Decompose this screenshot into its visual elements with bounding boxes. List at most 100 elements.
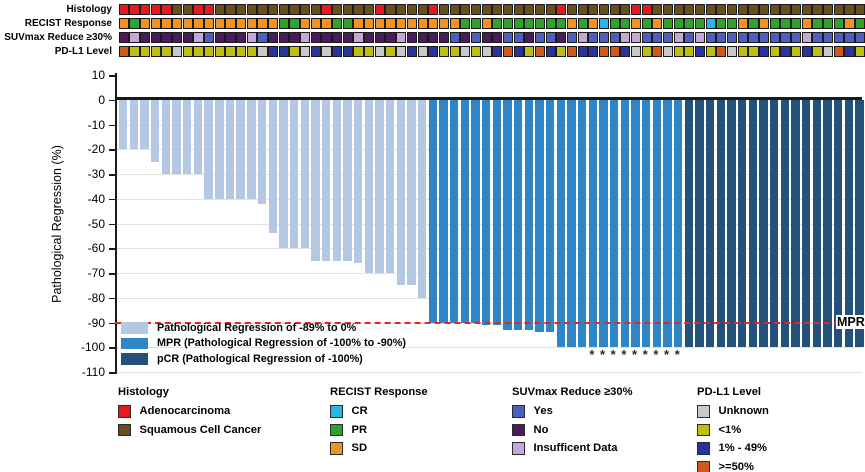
legend-item-label: >=50% — [718, 460, 754, 472]
annotation-square — [204, 46, 215, 57]
annotation-square — [268, 18, 279, 29]
y-tick-label: -70 — [87, 266, 105, 280]
legend-swatch — [121, 353, 148, 365]
annotation-square — [374, 32, 385, 43]
annotation-square — [332, 4, 343, 15]
annotation-square — [673, 32, 684, 43]
y-tick-mark — [109, 322, 115, 324]
annotation-square — [812, 46, 823, 57]
annotation-square — [204, 4, 215, 15]
annotation-square — [193, 46, 204, 57]
legend-item-label: 1% - 49% — [718, 442, 768, 455]
track-label-1: Histology — [66, 4, 112, 15]
annotation-square — [182, 18, 193, 29]
annotation-square — [534, 46, 546, 57]
annotation-square — [321, 32, 332, 43]
bar-pcr — [780, 99, 790, 348]
annotation-square — [332, 46, 343, 57]
y-tick-mark — [109, 149, 115, 151]
annotation-square — [652, 18, 663, 29]
annotation-square — [150, 46, 161, 57]
legend-item-label: CR — [351, 405, 368, 418]
annotation-square — [172, 32, 183, 43]
annotation-square — [855, 46, 865, 57]
y-tick-label: -100 — [80, 340, 105, 355]
annotation-square — [556, 32, 567, 43]
annotation-square — [172, 46, 183, 57]
track-label-3: SUVmax Reduce ≥30% — [4, 32, 112, 43]
y-tick-label: -50 — [87, 216, 105, 231]
annotation-square — [310, 46, 321, 57]
annotation-square — [588, 46, 599, 57]
annotation-square — [129, 46, 140, 57]
annotation-square — [481, 32, 492, 43]
annotation-square — [588, 18, 599, 29]
bar-reg — [332, 99, 341, 261]
annotation-square — [577, 4, 588, 15]
annotation-square — [694, 4, 706, 15]
annotation-square — [161, 32, 172, 43]
y-axis-title: Pathological Regression (%) — [50, 145, 64, 303]
annotation-square — [833, 4, 844, 15]
annotation-square — [844, 4, 855, 15]
bar-reg — [193, 99, 203, 174]
annotation-square — [855, 18, 865, 29]
annotation-square — [204, 32, 215, 43]
bar-reg — [225, 99, 235, 199]
annotation-square — [182, 32, 193, 43]
bar-mpr — [471, 99, 480, 323]
annotation-square — [438, 4, 450, 15]
legend-item-label: No — [533, 423, 549, 436]
annotation-square — [129, 32, 140, 43]
annotation-square — [470, 4, 482, 15]
annotation-square — [236, 46, 247, 57]
annotation-square — [150, 4, 161, 15]
annotation-square — [705, 18, 716, 29]
annotation-square — [524, 32, 535, 43]
annotation-square — [438, 18, 450, 29]
bar-reg — [289, 99, 299, 249]
bar-reg — [279, 99, 288, 249]
annotation-square — [588, 4, 599, 15]
y-tick-label: -80 — [87, 290, 105, 305]
bar-reg — [300, 99, 309, 249]
annotation-square — [534, 18, 546, 29]
annotation-square — [705, 4, 716, 15]
annotation-square — [161, 18, 172, 29]
annotation-square — [844, 46, 855, 57]
bar-mpr — [652, 99, 662, 348]
bar-mpr — [674, 99, 683, 348]
mpr-threshold-label: MPR — [836, 314, 865, 329]
y-tick-mark — [109, 223, 115, 225]
annotation-square — [801, 46, 812, 57]
gridline — [115, 372, 862, 373]
annotation-square — [823, 32, 834, 43]
annotation-square — [438, 46, 450, 57]
annotation-square — [246, 46, 257, 57]
annotation-square — [268, 32, 279, 43]
bar-reg — [375, 99, 384, 273]
legend-1: Histology Adenocarcinoma Squamous Cell Can… — [118, 386, 261, 439]
annotation-square — [737, 4, 748, 15]
annotation-square — [214, 18, 225, 29]
annotation-square — [428, 32, 439, 43]
legend-swatch — [121, 322, 148, 334]
legend-swatch — [330, 442, 343, 455]
bar-reg — [364, 99, 373, 273]
legend-2: RECIST Response CR PR SD — [330, 386, 428, 458]
annotation-square — [428, 4, 439, 15]
annotation-square — [385, 18, 396, 29]
annotation-square — [662, 4, 674, 15]
annotation-square — [289, 4, 300, 15]
legend-item: SD — [330, 439, 428, 458]
bar-pcr — [706, 99, 715, 348]
bar-pcr — [834, 99, 843, 348]
annotation-square — [791, 4, 802, 15]
annotation-square — [758, 4, 770, 15]
annotation-square — [417, 32, 428, 43]
annotation-square — [737, 46, 748, 57]
annotation-square — [396, 46, 407, 57]
legend-item-label: Yes — [533, 405, 553, 418]
annotation-square — [353, 32, 364, 43]
annotation-square — [364, 4, 375, 15]
